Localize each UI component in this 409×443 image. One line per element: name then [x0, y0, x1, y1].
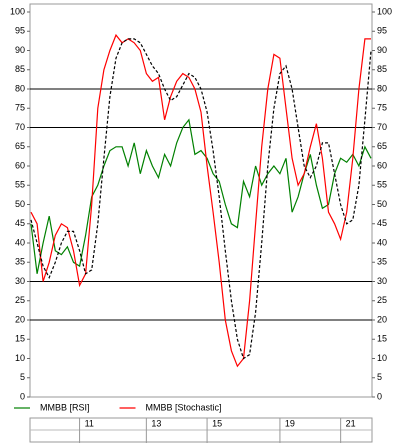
y-tick-label-right: 5 — [377, 372, 382, 382]
y-tick-label: 0 — [20, 391, 25, 401]
y-tick-label-right: 35 — [377, 257, 387, 267]
y-tick-label: 30 — [15, 276, 25, 286]
y-tick-label-right: 25 — [377, 295, 387, 305]
y-tick-label-right: 0 — [377, 391, 382, 401]
y-tick-label: 35 — [15, 257, 25, 267]
series-line — [30, 33, 371, 368]
y-tick-label-right: 60 — [377, 160, 387, 170]
legend-label: MMBB [Stochastic] — [146, 402, 222, 412]
y-tick-label: 55 — [15, 180, 25, 190]
y-tick-label-right: 30 — [377, 276, 387, 286]
y-tick-label-right: 100 — [377, 6, 392, 16]
y-tick-label-right: 50 — [377, 199, 387, 209]
y-tick-label: 60 — [15, 160, 25, 170]
y-tick-label: 65 — [15, 141, 25, 151]
y-tick-label-right: 15 — [377, 334, 387, 344]
y-tick-label: 85 — [15, 64, 25, 74]
y-tick-label-right: 40 — [377, 237, 387, 247]
x-tick-label: 11 — [85, 418, 94, 428]
y-tick-label-right: 45 — [377, 218, 387, 228]
y-tick-label-right: 80 — [377, 83, 387, 93]
y-tick-label-right: 85 — [377, 64, 387, 74]
y-tick-label-right: 65 — [377, 141, 387, 151]
series-line — [30, 38, 372, 360]
y-tick-label-right: 75 — [377, 103, 387, 113]
y-tick-label: 10 — [15, 353, 25, 363]
x-tick-label: 15 — [212, 418, 222, 428]
y-tick-label: 15 — [15, 334, 25, 344]
y-tick-label-right: 10 — [377, 353, 387, 363]
plot-frame — [29, 3, 373, 398]
y-tick-label: 50 — [15, 199, 25, 209]
x-tick-label: 21 — [346, 418, 356, 428]
y-tick-label: 90 — [15, 45, 25, 55]
series-line — [30, 118, 372, 274]
x-tick-label: 19 — [285, 418, 295, 428]
y-tick-label: 25 — [15, 295, 25, 305]
y-tick-label: 75 — [15, 103, 25, 113]
y-tick-label: 95 — [15, 26, 25, 36]
y-tick-label-right: 95 — [377, 26, 387, 36]
y-tick-label-right: 90 — [377, 45, 387, 55]
y-tick-label-right: 70 — [377, 122, 387, 132]
y-tick-label: 40 — [15, 237, 25, 247]
y-tick-label-right: 20 — [377, 314, 387, 324]
y-tick-label: 5 — [20, 372, 25, 382]
y-tick-label: 45 — [15, 218, 25, 228]
y-tick-label: 100 — [10, 6, 25, 16]
y-tick-label: 70 — [15, 122, 25, 132]
y-tick-label: 20 — [15, 314, 25, 324]
legend-label: MMBB [RSI] — [40, 402, 90, 412]
y-tick-label: 80 — [15, 83, 25, 93]
y-tick-label-right: 55 — [377, 180, 387, 190]
x-tick-label: 13 — [151, 418, 161, 428]
